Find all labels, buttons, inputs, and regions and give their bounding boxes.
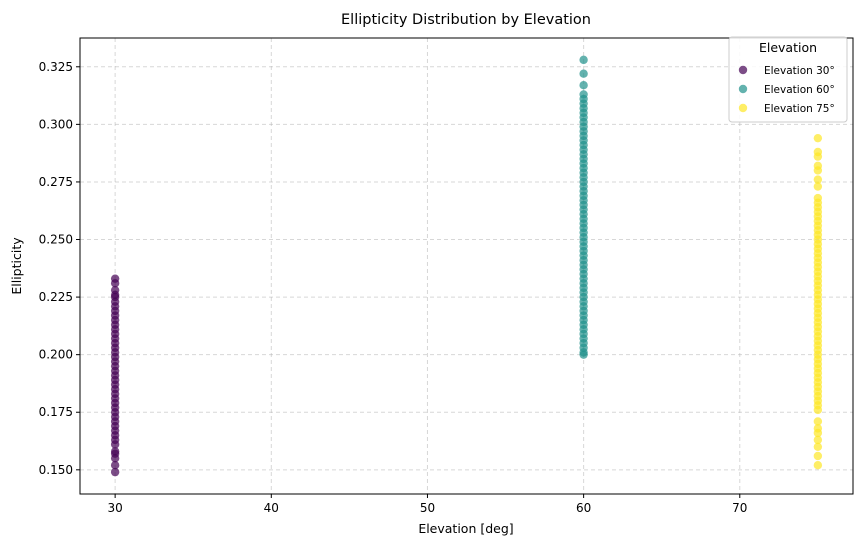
data-point [813,193,823,203]
legend: Elevation Elevation 30°Elevation 60°Elev… [728,36,848,123]
x-tick-label: 70 [732,501,747,515]
legend-title: Elevation [759,40,817,55]
data-point [813,417,823,426]
data-point [110,285,120,295]
legend-marker [738,65,748,75]
x-tick-label: 50 [420,501,435,515]
data-point [579,81,588,90]
series-points [579,55,588,359]
data-point [110,467,120,477]
x-tick-label: 60 [576,501,591,515]
data-point [813,182,823,191]
data-point [813,175,823,184]
data-point [579,69,588,78]
x-tick-label: 40 [264,501,279,515]
y-tick-label: 0.175 [39,405,73,419]
series-points [110,274,120,477]
x-axis-label: Elevation [deg] [418,521,513,536]
legend-label: Elevation 30° [764,65,835,77]
data-point [813,161,823,171]
data-point [813,147,823,157]
y-tick-label: 0.325 [39,60,73,74]
legend-box [728,36,848,123]
legend-entries: Elevation 30° Elevation 60° Elevation 75° [738,65,835,115]
data-points [110,55,823,477]
data-point [110,447,120,456]
chart-title: Ellipticity Distribution by Elevation [341,12,591,28]
series-points [813,133,823,470]
data-point [579,55,588,65]
y-axis-label: Ellipticity [9,237,24,295]
legend-marker [738,103,748,113]
y-axis-ticks: 0.150 0.175 0.200 0.225 0.250 0.275 0.300 0.325 [39,60,80,477]
plot-frame [79,37,854,495]
data-point [579,90,588,99]
data-point [813,442,823,451]
data-point [813,424,823,433]
data-point [110,461,120,470]
data-point [110,274,120,283]
data-point [813,133,823,143]
x-axis-ticks: 30 40 50 60 70 [107,494,747,515]
legend-label: Elevation 60° [764,84,835,96]
legend-label: Elevation 75° [764,103,835,115]
y-tick-label: 0.225 [39,290,73,304]
x-tick-label: 30 [107,501,122,515]
data-point [813,435,823,445]
legend-marker [738,84,748,94]
y-tick-label: 0.300 [39,117,73,131]
data-point [813,461,823,470]
data-point [813,451,823,461]
y-tick-label: 0.250 [39,233,73,247]
y-tick-label: 0.150 [39,463,73,477]
y-tick-label: 0.275 [39,175,73,189]
y-tick-label: 0.200 [39,348,73,362]
